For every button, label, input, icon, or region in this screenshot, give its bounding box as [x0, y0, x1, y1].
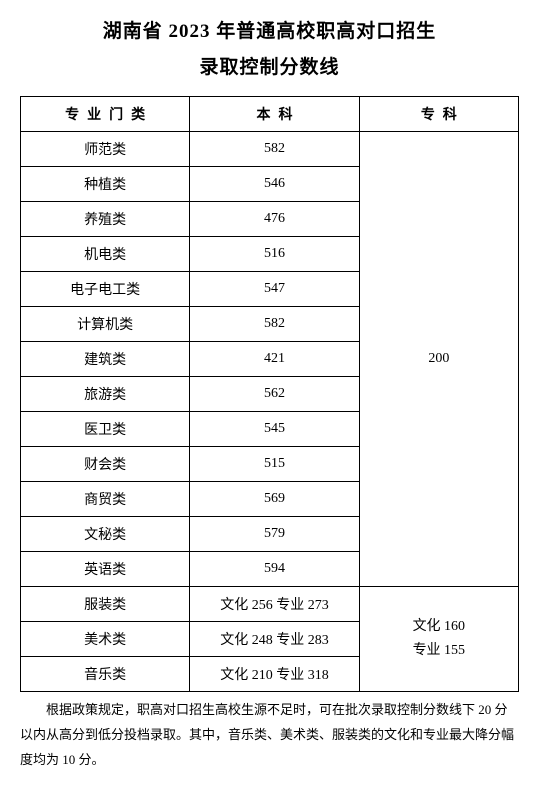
cell-benke: 515 [190, 447, 359, 482]
cell-benke: 582 [190, 132, 359, 167]
page-title: 湖南省 2023 年普通高校职高对口招生 录取控制分数线 [20, 14, 519, 86]
cell-benke: 579 [190, 517, 359, 552]
cell-major: 美术类 [21, 622, 190, 657]
cell-benke: 582 [190, 307, 359, 342]
cell-major: 医卫类 [21, 412, 190, 447]
table-header-row: 专业门类 本科 专科 [21, 97, 519, 132]
header-zhuanke: 专科 [359, 97, 518, 132]
cell-benke: 569 [190, 482, 359, 517]
table-row: 师范类 582 200 [21, 132, 519, 167]
header-major: 专业门类 [21, 97, 190, 132]
cell-major: 养殖类 [21, 202, 190, 237]
cell-benke: 476 [190, 202, 359, 237]
cell-benke: 516 [190, 237, 359, 272]
cell-major: 种植类 [21, 167, 190, 202]
cell-benke: 562 [190, 377, 359, 412]
cell-zhuanke-merged: 200 [359, 132, 518, 587]
cell-benke: 文化 248 专业 283 [190, 622, 359, 657]
cell-major: 商贸类 [21, 482, 190, 517]
cell-major: 文秘类 [21, 517, 190, 552]
cell-benke: 545 [190, 412, 359, 447]
footnote-text: 根据政策规定，职高对口招生高校生源不足时，可在批次录取控制分数线下 20 分以内… [20, 698, 519, 772]
cell-major: 电子电工类 [21, 272, 190, 307]
title-line-2: 录取控制分数线 [20, 50, 519, 86]
cell-benke: 546 [190, 167, 359, 202]
document-page: 湖南省 2023 年普通高校职高对口招生 录取控制分数线 专业门类 本科 专科 … [0, 0, 539, 792]
cell-zhuanke-merged-2: 文化 160 专业 155 [359, 587, 518, 692]
cell-major: 机电类 [21, 237, 190, 272]
cell-major: 服装类 [21, 587, 190, 622]
cell-major: 英语类 [21, 552, 190, 587]
cell-major: 建筑类 [21, 342, 190, 377]
cell-major: 旅游类 [21, 377, 190, 412]
zhuanke-line-2: 专业 155 [364, 639, 514, 663]
table-row: 服装类 文化 256 专业 273 文化 160 专业 155 [21, 587, 519, 622]
score-table: 专业门类 本科 专科 师范类 582 200 种植类 546 养殖类 476 机… [20, 96, 519, 692]
cell-major: 计算机类 [21, 307, 190, 342]
title-line-1: 湖南省 2023 年普通高校职高对口招生 [20, 14, 519, 50]
zhuanke-line-1: 文化 160 [364, 615, 514, 639]
cell-major: 师范类 [21, 132, 190, 167]
cell-major: 音乐类 [21, 657, 190, 692]
cell-benke: 594 [190, 552, 359, 587]
header-benke: 本科 [190, 97, 359, 132]
cell-major: 财会类 [21, 447, 190, 482]
cell-benke: 文化 256 专业 273 [190, 587, 359, 622]
cell-benke: 文化 210 专业 318 [190, 657, 359, 692]
cell-benke: 547 [190, 272, 359, 307]
cell-benke: 421 [190, 342, 359, 377]
